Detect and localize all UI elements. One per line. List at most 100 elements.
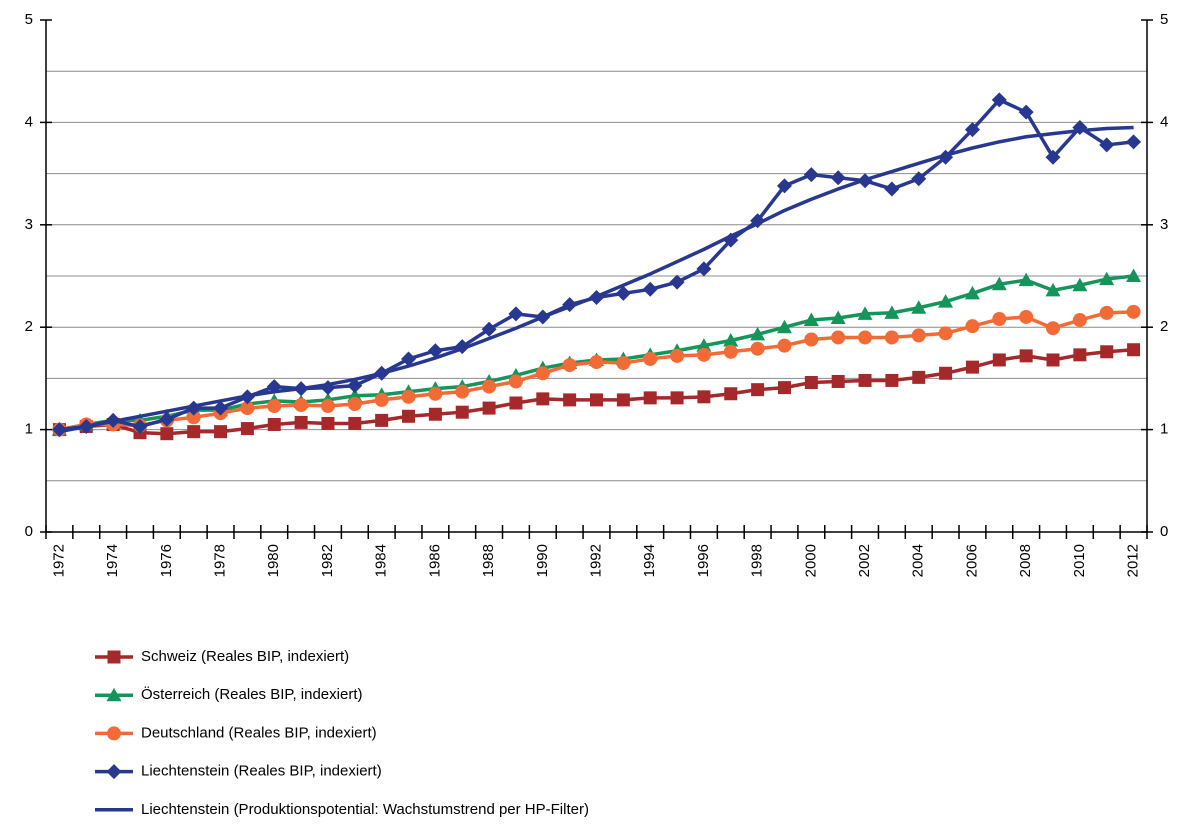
data-point [615,285,631,301]
data-point [481,321,497,337]
data-point [885,373,899,387]
x-tick-label: 1974 [104,544,121,577]
data-point [1018,272,1034,287]
data-point [1072,313,1087,328]
data-point [670,348,685,363]
data-point [455,384,470,399]
data-point [240,401,255,416]
x-tick-label: 1994 [641,544,658,577]
data-point [1046,321,1061,336]
x-tick-label: 1996 [695,544,712,577]
data-point [1019,309,1034,324]
y-tick-label: 0 [25,523,33,540]
data-point [508,306,524,322]
data-point [830,170,846,186]
data-point [589,355,604,370]
data-point [857,306,873,320]
data-point [267,417,281,431]
data-point [965,360,979,374]
data-point [294,398,309,413]
data-point [776,319,792,334]
y2-tick-label: 4 [1160,113,1168,130]
data-point [938,326,953,341]
data-point [1045,282,1061,297]
data-point [294,415,308,429]
data-point [348,416,362,430]
data-point [643,391,657,405]
data-point [160,427,174,441]
series-line [59,125,1134,434]
x-tick-label: 2012 [1125,544,1142,577]
y2-tick-label: 5 [1160,11,1168,28]
data-point [750,341,765,356]
data-point [562,358,577,373]
data-point [750,326,766,341]
data-point [991,276,1007,291]
y-tick-label: 4 [25,113,33,130]
data-point [455,405,469,419]
data-point [1100,345,1114,359]
y2-tick-label: 0 [1160,523,1168,540]
data-point [911,328,926,343]
data-point [214,425,228,439]
data-point [187,425,201,439]
data-point [884,330,899,345]
data-point [320,399,335,414]
data-point [563,393,577,407]
data-point [991,92,1007,108]
x-tick-label: 1984 [373,544,390,577]
data-point [1072,277,1088,292]
x-tick-label: 1972 [50,544,67,577]
data-point [777,381,791,395]
data-point [831,330,846,345]
data-point [643,351,658,366]
x-tick-label: 2000 [802,544,819,577]
x-tick-label: 2006 [963,544,980,577]
legend-label: Deutschland (Reales BIP, indexiert) [141,724,377,741]
y-tick-label: 3 [25,216,33,233]
data-point [912,370,926,384]
data-point [938,294,954,308]
data-point [776,178,792,194]
data-point [401,351,417,367]
data-point [697,390,711,404]
y2-tick-label: 2 [1160,318,1168,335]
legend-marker [107,650,121,664]
x-tick-label: 1982 [319,544,336,577]
data-point [670,391,684,405]
y2-tick-label: 3 [1160,216,1168,233]
data-point [1018,104,1034,120]
data-point [1127,343,1141,357]
data-point [482,401,496,415]
data-point [751,383,765,397]
data-point [590,393,603,407]
legend-label: Liechtenstein (Reales BIP, indexiert) [141,763,382,780]
data-point [321,416,335,430]
x-tick-label: 2004 [910,544,927,577]
data-point [830,310,846,324]
data-point [240,422,254,436]
y-tick-label: 2 [25,318,33,335]
data-point [696,261,712,277]
data-point [213,400,229,416]
data-point [267,399,282,414]
data-point [427,343,443,359]
data-point [723,344,738,359]
data-point [803,312,819,327]
data-point [401,389,416,404]
data-point [616,393,630,407]
data-point [1046,353,1060,367]
legend-marker [106,687,122,702]
data-point [696,338,712,352]
data-point [804,375,818,389]
x-tick-label: 1976 [158,544,175,577]
x-tick-label: 1990 [534,544,551,577]
data-point [992,312,1007,327]
data-point [1099,271,1115,286]
data-point [1072,120,1088,136]
data-point [428,386,443,401]
legend-label: Liechtenstein (Produktionspotential: Wac… [141,801,589,818]
data-point [186,410,201,425]
x-tick-label: 2002 [856,544,873,577]
